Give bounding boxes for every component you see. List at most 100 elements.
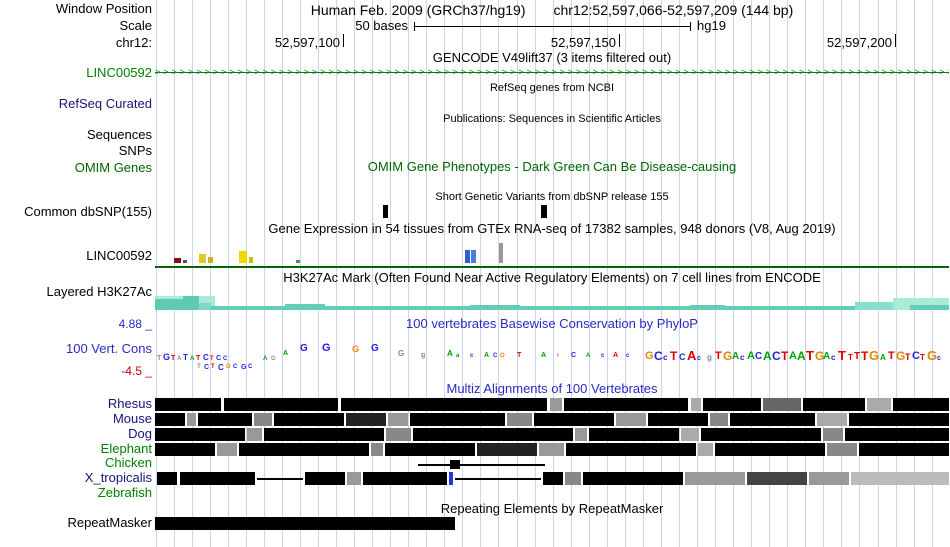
cons-letter: A xyxy=(541,352,547,359)
h3k27ac-signal-segment xyxy=(183,296,199,310)
cons-letter: T xyxy=(183,353,188,362)
cons-letter: T xyxy=(806,348,814,363)
repeat-element-bar[interactable] xyxy=(155,517,455,530)
cons-letter: T xyxy=(838,348,846,363)
multiz-row-zebrafish[interactable] xyxy=(155,487,949,500)
gridline xyxy=(444,0,446,547)
align-segment xyxy=(157,472,177,485)
label-zebrafish[interactable]: Zebrafish xyxy=(97,485,152,500)
cons-letter: A xyxy=(484,352,490,359)
gencode-gene-line[interactable] xyxy=(155,72,949,73)
gridline xyxy=(913,0,915,547)
label-rhesus[interactable]: Rhesus xyxy=(107,396,152,411)
cons-letter: C xyxy=(203,353,209,362)
cons-letter: G xyxy=(927,348,938,363)
scale-bar-tick xyxy=(414,22,415,31)
align-segment xyxy=(507,413,532,426)
scale-bar-tick xyxy=(690,22,691,31)
gridline xyxy=(697,0,698,547)
gridline xyxy=(751,0,753,547)
label-linc00592-gencode[interactable]: LINC00592 xyxy=(86,65,152,80)
cons-letter: c xyxy=(697,355,701,362)
align-segment xyxy=(155,428,245,441)
label-mouse[interactable]: Mouse xyxy=(112,411,152,426)
label-linc00592-gtex[interactable]: LINC00592 xyxy=(86,248,152,263)
gridline xyxy=(173,0,175,547)
label-sequences[interactable]: Sequences xyxy=(86,127,152,142)
label-100-vert-cons[interactable]: 100 Vert. Cons xyxy=(66,341,152,356)
gencode-direction-arrows: >>>>>>>>>>>>>>>>>>>>>>>>>>>>>>>>>>>>>>>>… xyxy=(155,67,949,77)
align-segment xyxy=(893,398,949,411)
cons-letter: G xyxy=(163,352,171,362)
gridline xyxy=(299,0,301,547)
scale-bar-line xyxy=(414,26,690,27)
gridline xyxy=(877,0,879,547)
align-segment xyxy=(305,472,345,485)
cons-letter: T xyxy=(888,350,895,362)
label-refseq-curated[interactable]: RefSeq Curated xyxy=(58,96,152,111)
gtex-gene-line[interactable] xyxy=(155,266,949,268)
label-layered-h3k27ac[interactable]: Layered H3K27Ac xyxy=(46,284,152,299)
cons-letter: T xyxy=(211,364,215,370)
cons-letter: C xyxy=(772,349,781,363)
align-segment xyxy=(809,472,849,485)
cons-letter: T xyxy=(197,364,201,370)
align-segment xyxy=(703,398,761,411)
align-segment xyxy=(564,398,688,411)
align-segment xyxy=(455,478,541,480)
cons-letter: A xyxy=(763,349,772,363)
label-repeatmasker[interactable]: RepeatMasker xyxy=(67,515,152,530)
multiz-row-chicken[interactable] xyxy=(155,458,949,471)
align-segment xyxy=(371,443,383,456)
align-segment xyxy=(341,398,547,411)
cons-letter: A xyxy=(823,351,831,362)
cons-letter: T xyxy=(920,353,925,362)
label-window-position: Window Position xyxy=(55,1,152,16)
align-segment xyxy=(239,443,369,456)
multiz-row-rhesus[interactable] xyxy=(155,398,949,411)
multiz-row-x_tropicalis[interactable] xyxy=(155,472,949,485)
gtex-tissue-bar xyxy=(199,254,206,263)
cons-letter: A xyxy=(797,349,806,363)
align-segment xyxy=(539,443,564,456)
gridline xyxy=(155,0,157,547)
gridline xyxy=(841,0,843,547)
label-chicken[interactable]: Chicken xyxy=(105,455,152,470)
snp-variant[interactable] xyxy=(383,205,388,218)
cons-letter: A xyxy=(789,350,797,362)
header: Human Feb. 2009 (GRCh37/hg19) chr12:52,5… xyxy=(155,2,949,18)
gridline xyxy=(336,0,337,547)
cons-letter: A xyxy=(447,349,453,358)
cons-letter: C xyxy=(912,350,920,362)
cons-letter: C xyxy=(679,352,686,362)
align-segment xyxy=(565,472,581,485)
multiz-row-dog[interactable] xyxy=(155,428,949,441)
multiz-row-elephant[interactable] xyxy=(155,443,949,456)
gridline xyxy=(678,0,680,547)
label-dog[interactable]: Dog xyxy=(128,426,152,441)
align-segment xyxy=(274,413,344,426)
cons-letter: C xyxy=(571,352,577,359)
align-segment xyxy=(254,413,272,426)
cons-letter: T xyxy=(196,355,201,362)
label-x-tropicalis[interactable]: X_tropicalis xyxy=(84,470,152,485)
label-omim-genes[interactable]: OMIM Genes xyxy=(74,160,152,175)
gridline xyxy=(281,0,283,547)
cons-letter: A xyxy=(880,353,886,362)
gridline xyxy=(408,0,410,547)
label-snps[interactable]: SNPs xyxy=(118,143,152,158)
cons-letter: c xyxy=(470,353,474,359)
cons-letter: G xyxy=(241,364,247,371)
label-common-dbsnp[interactable]: Common dbSNP(155) xyxy=(24,204,152,219)
align-segment xyxy=(851,472,949,485)
align-segment xyxy=(418,464,545,466)
gridline xyxy=(570,0,572,547)
align-segment xyxy=(849,413,949,426)
snp-variant[interactable] xyxy=(541,205,547,218)
title-h3k27ac: H3K27Ac Mark (Often Found Near Active Re… xyxy=(283,270,821,285)
cons-letter: c xyxy=(663,353,668,362)
cons-letter: C xyxy=(216,355,222,362)
multiz-row-mouse[interactable] xyxy=(155,413,949,426)
label-elephant[interactable]: Elephant xyxy=(100,441,152,456)
title-dbsnp: Short Genetic Variants from dbSNP releas… xyxy=(435,191,669,203)
